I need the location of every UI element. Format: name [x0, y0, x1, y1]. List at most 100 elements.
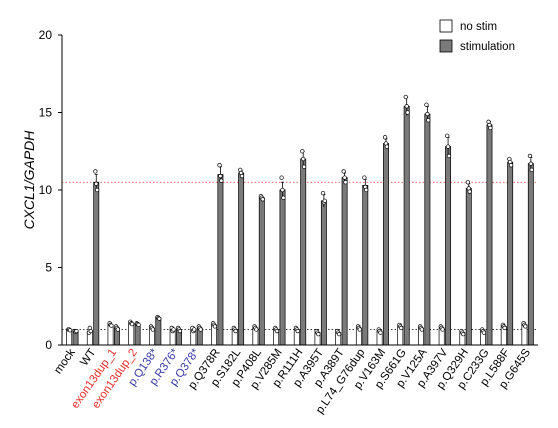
- y-axis-label: CXCL1/GAPDH: [21, 130, 37, 230]
- point-1-0-2: [74, 328, 79, 334]
- point-1-21-2: [508, 163, 514, 168]
- point-0-2-2: [109, 323, 114, 328]
- point-1-1-1: [94, 181, 99, 186]
- legend-swatch-stimulation: [439, 39, 453, 53]
- point-0-10-2: [274, 328, 280, 334]
- axes: mock WTexon13dup_1exon13dup_2p.Q138*p.R37…: [39, 28, 538, 416]
- point-0-0-2: [67, 328, 73, 333]
- point-0-13-2: [336, 332, 342, 337]
- point-1-7-1: [218, 173, 223, 179]
- point-0-12-2: [316, 332, 321, 337]
- bars: [66, 94, 534, 346]
- point-1-13-0: [341, 169, 346, 174]
- bar-1-4: [155, 317, 162, 346]
- point-1-8-2: [239, 173, 245, 179]
- point-0-5-2: [171, 327, 176, 332]
- reference-lines: [62, 181, 538, 330]
- point-1-11-2: [301, 164, 307, 169]
- bar-1-7: [217, 174, 224, 346]
- point-1-2-2: [115, 327, 120, 332]
- bar-1-20: [486, 124, 493, 346]
- point-0-18-2: [440, 327, 445, 332]
- point-0-20-2: [481, 330, 487, 335]
- point-1-13-1: [342, 175, 347, 180]
- point-1-18-0: [445, 133, 450, 138]
- point-0-1-2: [88, 328, 93, 334]
- bar-1-17: [424, 113, 431, 346]
- point-1-17-2: [426, 118, 431, 123]
- point-0-7-2: [212, 324, 218, 329]
- point-1-18-1: [445, 144, 451, 149]
- point-1-9-2: [260, 197, 265, 202]
- point-1-4-2: [157, 316, 162, 321]
- bar-1-12: [320, 200, 327, 346]
- bar-1-11: [300, 158, 307, 346]
- point-1-12-2: [322, 198, 327, 204]
- point-1-16-0: [403, 94, 408, 100]
- point-1-19-0: [465, 180, 471, 185]
- point-1-10-1: [280, 187, 285, 193]
- bar-1-10: [279, 189, 286, 346]
- point-1-20-2: [488, 125, 493, 131]
- point-1-15-0: [382, 135, 388, 140]
- point-1-10-2: [281, 195, 286, 200]
- y-tick-label-3: 15: [39, 106, 53, 120]
- y-tick-label-2: 10: [39, 183, 53, 197]
- point-1-1-0: [93, 169, 98, 174]
- bar-1-16: [403, 105, 410, 346]
- point-1-6-2: [198, 327, 203, 332]
- point-1-16-1: [404, 104, 409, 109]
- point-1-5-2: [177, 328, 183, 334]
- point-1-11-0: [300, 149, 305, 154]
- bar-1-9: [258, 197, 265, 346]
- point-1-12-0: [320, 190, 326, 196]
- bar-1-19: [465, 188, 472, 346]
- bar-1-22: [527, 163, 534, 346]
- legend: no stim stimulation: [439, 19, 515, 53]
- point-1-11-1: [301, 156, 306, 162]
- point-1-22-2: [529, 167, 534, 173]
- point-1-17-0: [424, 102, 429, 107]
- point-1-16-2: [405, 110, 410, 115]
- y-tick-label-0: 0: [45, 338, 52, 352]
- point-0-22-2: [523, 324, 528, 329]
- point-0-21-2: [502, 325, 507, 331]
- point-0-17-2: [419, 327, 425, 332]
- legend-swatch-no-stim: [439, 19, 453, 33]
- legend-label-no-stim: no stim: [460, 21, 497, 33]
- point-1-14-2: [364, 187, 369, 193]
- point-0-14-2: [357, 327, 362, 332]
- y-tick-label-4: 20: [39, 28, 53, 42]
- bar-1-18: [445, 146, 452, 346]
- point-1-18-2: [446, 153, 452, 159]
- point-1-10-0: [279, 175, 284, 180]
- point-0-4-2: [150, 327, 155, 332]
- bar-1-13: [341, 177, 348, 346]
- bar-1-1: [93, 181, 100, 346]
- point-0-16-2: [399, 325, 404, 331]
- point-1-13-2: [343, 180, 348, 185]
- point-1-7-0: [217, 163, 222, 168]
- point-0-15-2: [378, 330, 383, 335]
- point-1-7-2: [219, 178, 224, 183]
- bar-0-2: [107, 324, 114, 346]
- bar-1-14: [362, 185, 369, 346]
- bar-1-15: [383, 143, 389, 346]
- legend-label-stimulation: stimulation: [460, 41, 515, 53]
- point-0-8-2: [233, 328, 238, 334]
- point-1-19-2: [467, 189, 472, 194]
- point-0-11-2: [295, 328, 300, 334]
- bar-1-3: [134, 323, 141, 346]
- point-1-15-2: [384, 144, 390, 149]
- point-1-22-1: [528, 161, 534, 166]
- bar-1-21: [507, 161, 514, 346]
- point-1-3-2: [136, 322, 141, 328]
- bar-1-8: [238, 172, 245, 346]
- y-tick-label-1: 5: [45, 261, 52, 275]
- point-1-14-0: [362, 175, 367, 180]
- point-1-17-1: [425, 111, 430, 117]
- point-0-6-2: [192, 327, 197, 332]
- point-0-19-2: [461, 332, 466, 337]
- category-label-0: mock: [52, 347, 78, 377]
